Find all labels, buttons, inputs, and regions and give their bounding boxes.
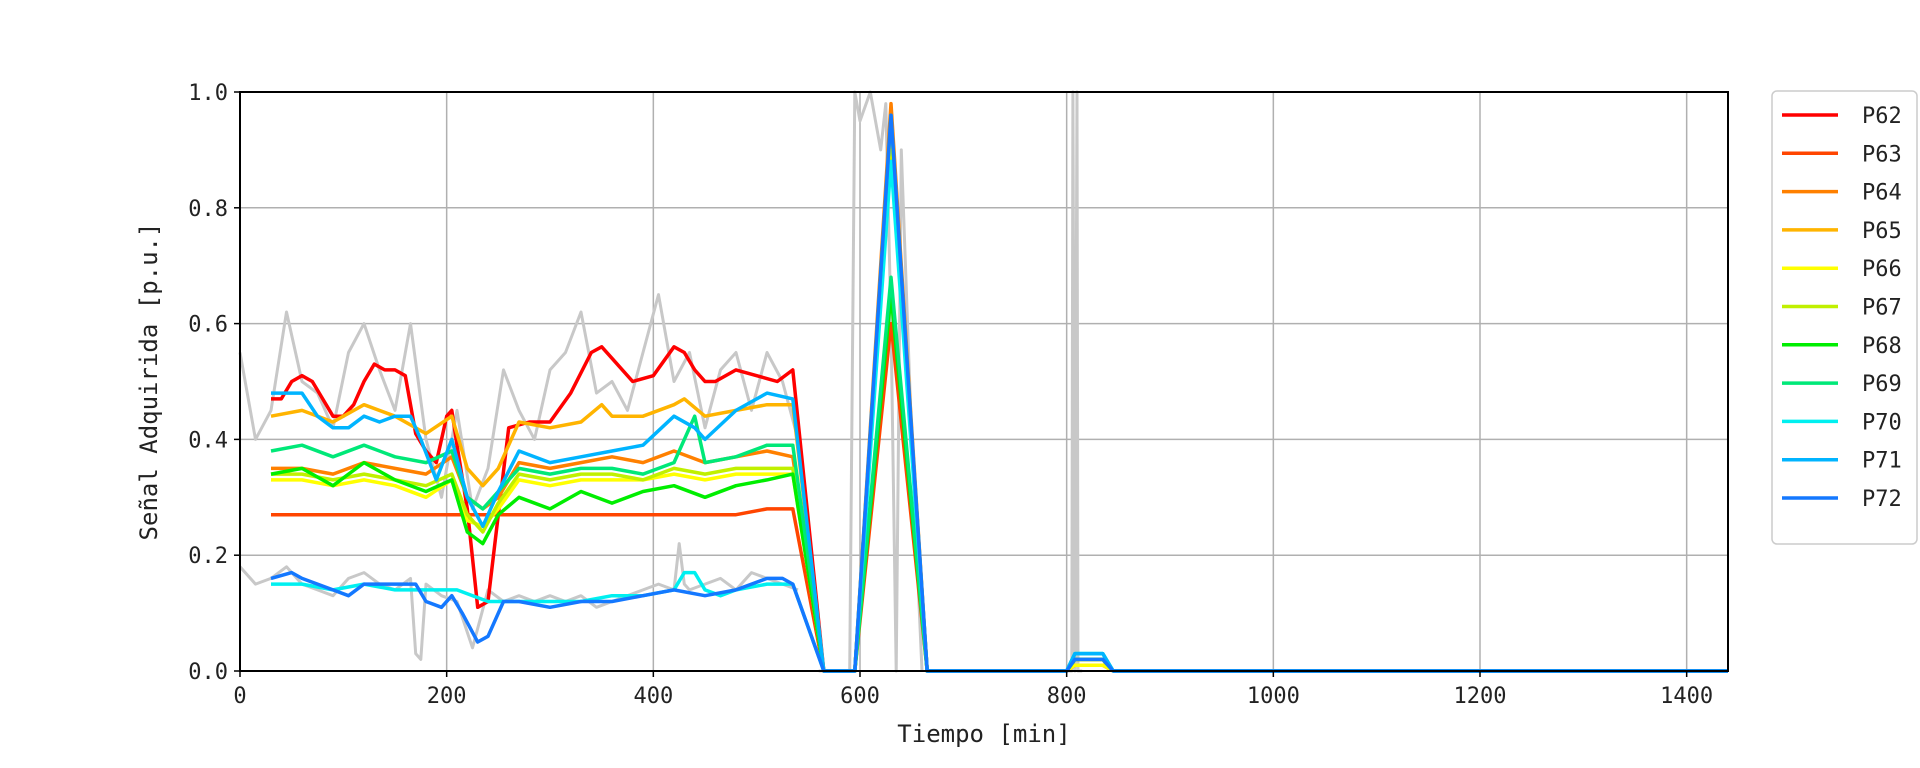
legend-label-p66: P66 (1862, 257, 1902, 282)
x-tick-label: 1400 (1660, 684, 1713, 709)
x-tick-label: 1000 (1247, 684, 1300, 709)
legend-label-p71: P71 (1862, 449, 1902, 474)
legend-label-p68: P68 (1862, 334, 1902, 359)
y-tick-label: 0.4 (188, 428, 228, 453)
y-tick-label: 1.0 (188, 81, 228, 106)
legend-label-p72: P72 (1862, 487, 1902, 512)
x-tick-label: 1200 (1454, 684, 1507, 709)
plot-frame (239, 91, 1729, 672)
y-tick-label: 0.2 (188, 544, 228, 569)
y-axis-label: Señal Adquirida [p.u.] (135, 223, 163, 541)
legend-label-p63: P63 (1862, 142, 1902, 167)
legend-label-p70: P70 (1862, 410, 1902, 435)
x-axis-ticks: 0 200 400 600 800 1000 1200 1400 (233, 671, 1713, 709)
x-tick-label: 0 (233, 684, 246, 709)
y-tick-label: 0.6 (188, 313, 228, 338)
y-axis-ticks: 0.0 0.2 0.4 0.6 0.8 1.0 (188, 81, 240, 685)
legend-label-p67: P67 (1862, 296, 1902, 321)
legend: P62 P63 P64 P65 P66 P67 P68 P69 P70 P71 P72 (1771, 90, 1918, 545)
legend-label-p62: P62 (1862, 104, 1902, 129)
y-tick-label: 0.8 (188, 197, 228, 222)
legend-label-p64: P64 (1862, 181, 1902, 206)
raw-signal-peak (818, 90, 924, 673)
y-tick-label: 0.0 (188, 660, 228, 685)
legend-label-p69: P69 (1862, 372, 1902, 397)
x-tick-label: 600 (840, 684, 880, 709)
raw-signal-lower (238, 542, 799, 661)
x-tick-label: 400 (633, 684, 673, 709)
x-tick-label: 800 (1047, 684, 1087, 709)
legend-box (1771, 90, 1918, 545)
legend-label-p65: P65 (1862, 219, 1902, 244)
x-tick-label: 200 (427, 684, 467, 709)
series-line-p72 (270, 113, 1728, 673)
x-axis-label: Tiempo [min] (897, 720, 1070, 748)
